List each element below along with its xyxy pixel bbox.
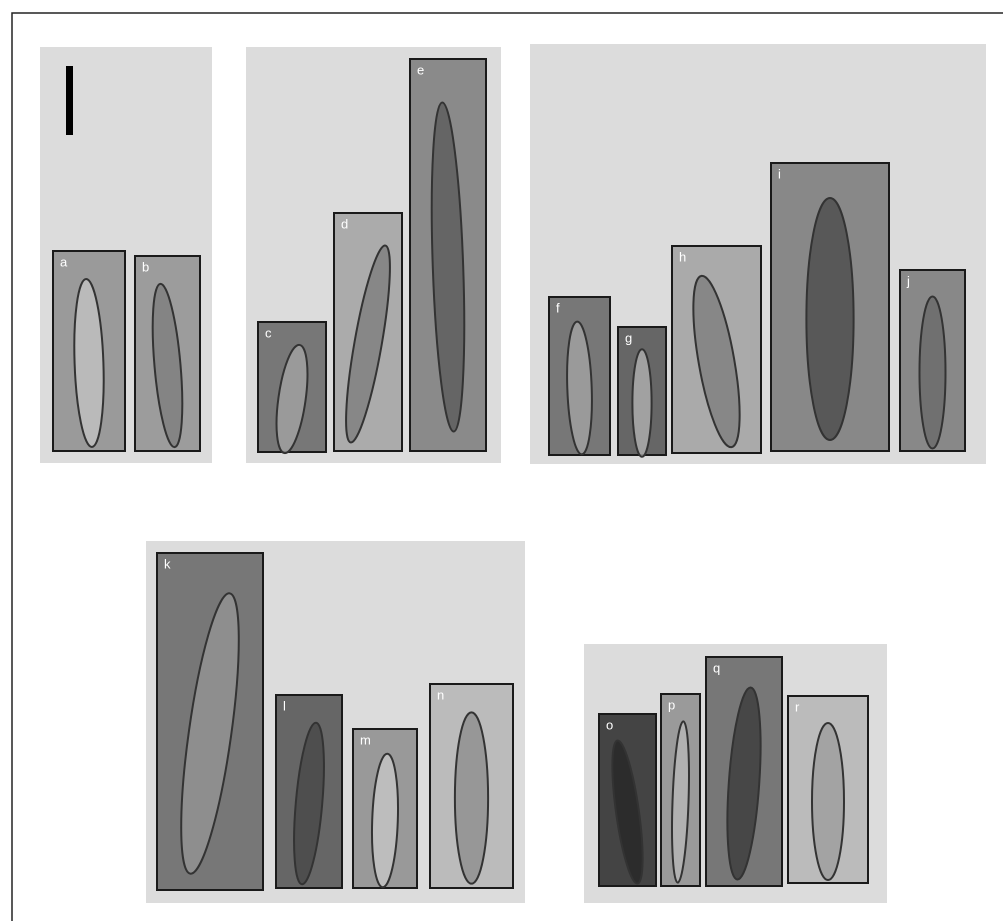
- panel-label: d: [341, 217, 348, 232]
- cell: [920, 296, 946, 448]
- panel-label: n: [437, 688, 444, 703]
- panel-label: b: [142, 260, 149, 275]
- panel-label: f: [556, 301, 560, 316]
- cell: [806, 198, 853, 440]
- figure: a b c d e f g h i j k l m n o p q r: [0, 0, 1003, 921]
- cell: [812, 723, 844, 880]
- cell: [632, 349, 651, 457]
- cell: [455, 712, 488, 883]
- panel-label: i: [778, 167, 781, 182]
- micrograph-panel: o: [599, 714, 656, 886]
- micrograph-panel: i: [771, 163, 889, 451]
- micrograph-panel: g: [618, 327, 666, 457]
- micrograph-panel: m: [353, 729, 417, 888]
- micrograph-panel: p: [661, 694, 700, 886]
- micrograph-panel: l: [276, 695, 342, 888]
- panel-label: m: [360, 733, 371, 748]
- micrograph-panel: e: [410, 59, 486, 451]
- panel-label: a: [60, 255, 68, 270]
- micrograph-panel: q: [706, 657, 782, 886]
- micrograph-panel: r: [788, 696, 868, 883]
- panel-label: q: [713, 661, 720, 676]
- panel-label: l: [283, 699, 286, 714]
- micrograph-panel: k: [157, 553, 263, 890]
- panel-label: j: [906, 274, 910, 289]
- micrograph-panel: d: [334, 213, 402, 451]
- micrograph-panel: a: [53, 251, 125, 451]
- page: abcdefghijklmnopqr (() => { const data =…: [0, 0, 1003, 921]
- panel-label: k: [164, 557, 171, 572]
- panel-label: r: [795, 700, 800, 715]
- scale-bar: [66, 66, 73, 135]
- micrograph-panel: j: [900, 270, 965, 451]
- micrograph-panel: c: [258, 322, 326, 455]
- micrograph-panel: h: [672, 246, 761, 453]
- panel-label: g: [625, 331, 632, 346]
- panel-label: h: [679, 250, 686, 265]
- micrograph-panel: n: [430, 684, 513, 888]
- panel-label: c: [265, 326, 272, 341]
- panel-label: e: [417, 63, 424, 78]
- panel-label: o: [606, 718, 613, 733]
- panel-label: p: [668, 698, 675, 713]
- micrograph-panel: b: [135, 256, 200, 451]
- micrograph-panel: f: [549, 297, 610, 455]
